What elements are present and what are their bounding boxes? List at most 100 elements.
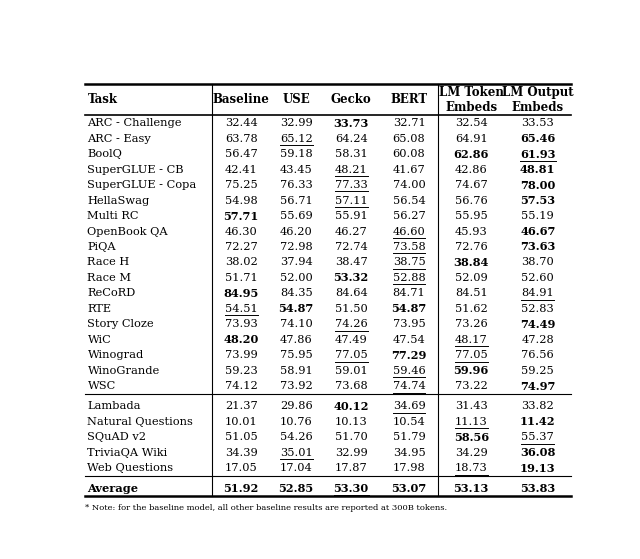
Text: TriviaQA Wiki: TriviaQA Wiki bbox=[88, 448, 168, 458]
Text: 53.32: 53.32 bbox=[333, 272, 369, 283]
Text: 38.70: 38.70 bbox=[522, 258, 554, 268]
Text: ARC - Challenge: ARC - Challenge bbox=[88, 118, 182, 128]
Text: 57.11: 57.11 bbox=[335, 196, 367, 206]
Text: 48.81: 48.81 bbox=[520, 164, 556, 175]
Text: 77.05: 77.05 bbox=[455, 350, 488, 361]
Text: Web Questions: Web Questions bbox=[88, 463, 173, 473]
Text: 52.00: 52.00 bbox=[280, 273, 312, 283]
Text: 34.29: 34.29 bbox=[455, 448, 488, 458]
Text: 10.13: 10.13 bbox=[335, 417, 367, 427]
Text: 84.71: 84.71 bbox=[392, 288, 426, 299]
Text: 38.47: 38.47 bbox=[335, 258, 367, 268]
Text: 76.56: 76.56 bbox=[522, 350, 554, 361]
Text: 31.43: 31.43 bbox=[455, 401, 488, 411]
Text: 56.47: 56.47 bbox=[225, 149, 257, 159]
Text: Average: Average bbox=[88, 482, 138, 494]
Text: 61.93: 61.93 bbox=[520, 149, 556, 159]
Text: WSC: WSC bbox=[88, 381, 116, 391]
Text: 63.78: 63.78 bbox=[225, 134, 257, 144]
Text: 73.22: 73.22 bbox=[455, 381, 488, 391]
Text: 59.96: 59.96 bbox=[454, 366, 489, 376]
Text: 47.28: 47.28 bbox=[522, 335, 554, 345]
Text: 64.91: 64.91 bbox=[455, 134, 488, 144]
Text: 74.97: 74.97 bbox=[520, 381, 556, 392]
Text: Lambada: Lambada bbox=[88, 401, 141, 411]
Text: 59.25: 59.25 bbox=[522, 366, 554, 376]
Text: 72.74: 72.74 bbox=[335, 242, 367, 252]
Text: SQuAD v2: SQuAD v2 bbox=[88, 432, 147, 442]
Text: SuperGLUE - Copa: SuperGLUE - Copa bbox=[88, 180, 196, 190]
Text: 33.82: 33.82 bbox=[522, 401, 554, 411]
Text: 52.88: 52.88 bbox=[392, 273, 426, 283]
Text: 73.68: 73.68 bbox=[335, 381, 367, 391]
Text: 53.30: 53.30 bbox=[333, 482, 369, 494]
Text: 21.37: 21.37 bbox=[225, 401, 257, 411]
Text: 34.39: 34.39 bbox=[225, 448, 257, 458]
Text: 32.54: 32.54 bbox=[455, 118, 488, 128]
Text: 77.33: 77.33 bbox=[335, 180, 367, 190]
Text: 58.56: 58.56 bbox=[454, 432, 489, 443]
Text: 51.50: 51.50 bbox=[335, 304, 367, 314]
Text: 46.30: 46.30 bbox=[225, 226, 257, 236]
Text: 10.76: 10.76 bbox=[280, 417, 312, 427]
Text: 84.91: 84.91 bbox=[522, 288, 554, 299]
Text: 38.02: 38.02 bbox=[225, 258, 257, 268]
Text: 38.84: 38.84 bbox=[454, 257, 489, 268]
Text: 56.27: 56.27 bbox=[392, 211, 426, 221]
Text: 42.41: 42.41 bbox=[225, 164, 257, 174]
Text: USE: USE bbox=[282, 93, 310, 106]
Text: 52.85: 52.85 bbox=[278, 482, 314, 494]
Text: 11.13: 11.13 bbox=[455, 417, 488, 427]
Text: 55.19: 55.19 bbox=[522, 211, 554, 221]
Text: HellaSwag: HellaSwag bbox=[88, 196, 150, 206]
Text: 10.54: 10.54 bbox=[392, 417, 426, 427]
Text: BoolQ: BoolQ bbox=[88, 149, 122, 159]
Text: 32.99: 32.99 bbox=[335, 448, 367, 458]
Text: 33.53: 33.53 bbox=[522, 118, 554, 128]
Text: OpenBook QA: OpenBook QA bbox=[88, 226, 168, 236]
Text: LM Output
Embeds: LM Output Embeds bbox=[502, 86, 573, 114]
Text: 37.94: 37.94 bbox=[280, 258, 312, 268]
Text: Winograd: Winograd bbox=[88, 350, 144, 361]
Text: 58.91: 58.91 bbox=[280, 366, 312, 376]
Text: 51.79: 51.79 bbox=[392, 432, 426, 442]
Text: * Note: for the baseline model, all other baseline results are reported at 300B : * Note: for the baseline model, all othe… bbox=[85, 504, 447, 511]
Text: 74.10: 74.10 bbox=[280, 320, 312, 329]
Text: 17.05: 17.05 bbox=[225, 463, 257, 473]
Text: 84.64: 84.64 bbox=[335, 288, 367, 299]
Text: 54.51: 54.51 bbox=[225, 304, 257, 314]
Text: 46.27: 46.27 bbox=[335, 226, 367, 236]
Text: 62.86: 62.86 bbox=[454, 149, 489, 159]
Text: 36.08: 36.08 bbox=[520, 447, 556, 458]
Text: 75.25: 75.25 bbox=[225, 180, 257, 190]
Text: 41.67: 41.67 bbox=[392, 164, 426, 174]
Text: 55.37: 55.37 bbox=[522, 432, 554, 442]
Text: 74.67: 74.67 bbox=[455, 180, 488, 190]
Text: 64.24: 64.24 bbox=[335, 134, 367, 144]
Text: 76.33: 76.33 bbox=[280, 180, 312, 190]
Text: 59.23: 59.23 bbox=[225, 366, 257, 376]
Text: 48.20: 48.20 bbox=[223, 334, 259, 345]
Text: 54.26: 54.26 bbox=[280, 432, 312, 442]
Text: 74.12: 74.12 bbox=[225, 381, 257, 391]
Text: 77.05: 77.05 bbox=[335, 350, 367, 361]
Text: 48.21: 48.21 bbox=[335, 164, 367, 174]
Text: 59.18: 59.18 bbox=[280, 149, 312, 159]
Text: LM Token
Embeds: LM Token Embeds bbox=[439, 86, 504, 114]
Text: SuperGLUE - CB: SuperGLUE - CB bbox=[88, 164, 184, 174]
Text: 35.01: 35.01 bbox=[280, 448, 312, 458]
Text: 47.54: 47.54 bbox=[392, 335, 426, 345]
Text: 18.73: 18.73 bbox=[455, 463, 488, 473]
Text: 47.49: 47.49 bbox=[335, 335, 367, 345]
Text: 19.13: 19.13 bbox=[520, 463, 556, 473]
Text: 73.58: 73.58 bbox=[392, 242, 426, 252]
Text: 32.44: 32.44 bbox=[225, 118, 257, 128]
Text: 54.87: 54.87 bbox=[392, 304, 427, 315]
Text: 55.95: 55.95 bbox=[455, 211, 488, 221]
Text: 51.70: 51.70 bbox=[335, 432, 367, 442]
Text: 38.75: 38.75 bbox=[392, 258, 426, 268]
Text: 77.29: 77.29 bbox=[391, 350, 427, 361]
Text: 73.93: 73.93 bbox=[225, 320, 257, 329]
Text: 53.83: 53.83 bbox=[520, 482, 556, 494]
Text: 59.46: 59.46 bbox=[392, 366, 426, 376]
